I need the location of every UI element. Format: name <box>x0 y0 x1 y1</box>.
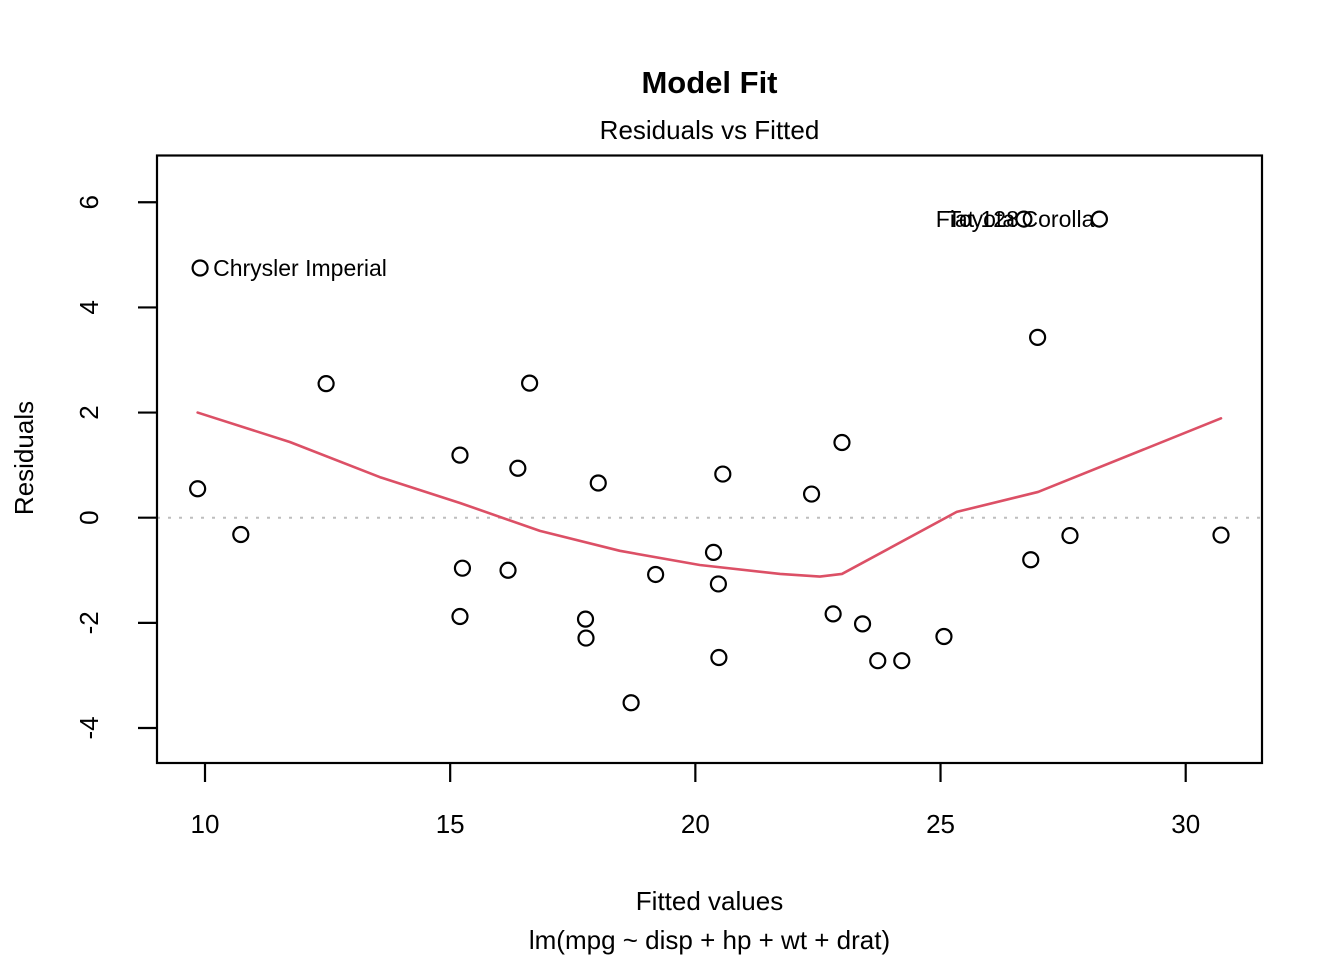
y-tick-label: 4 <box>74 300 104 314</box>
data-point <box>453 559 472 577</box>
data-point <box>232 525 250 544</box>
data-point <box>1212 526 1230 544</box>
data-point <box>499 561 517 579</box>
data-point <box>1061 526 1079 545</box>
y-axis-title: Residuals <box>9 401 39 515</box>
data-point <box>709 575 727 593</box>
data-point <box>576 610 595 628</box>
data-point <box>1090 210 1108 228</box>
data-point <box>710 648 728 667</box>
point-label: Chrysler Imperial <box>213 255 387 281</box>
x-axis-title: Fitted values <box>636 886 783 916</box>
data-point <box>509 459 527 477</box>
x-tick-label: 20 <box>681 809 710 839</box>
data-point <box>714 465 732 483</box>
point-label: Toyota Corolla <box>947 206 1094 232</box>
plot-border <box>155 154 1264 765</box>
y-tick-label: -4 <box>74 716 104 739</box>
data-point <box>451 607 469 626</box>
data-point <box>893 652 911 670</box>
y-tick-label: -2 <box>74 611 104 634</box>
data-point <box>802 485 821 503</box>
data-point <box>577 629 595 647</box>
y-tick-label: 6 <box>74 195 104 209</box>
data-point <box>451 446 469 464</box>
x-tick-label: 25 <box>926 809 955 839</box>
data-point <box>1015 210 1033 228</box>
y-tick-label: 2 <box>74 405 104 419</box>
data-point <box>189 480 207 498</box>
data-point <box>1029 328 1047 346</box>
plot-subtitle: Residuals vs Fitted <box>600 115 820 145</box>
data-point <box>869 652 887 670</box>
lowess-smooth-line <box>196 411 1223 578</box>
x-tick-label: 15 <box>436 809 465 839</box>
data-point <box>191 259 209 277</box>
data-point <box>853 615 872 633</box>
x-tick-label: 10 <box>191 809 220 839</box>
data-point <box>622 694 640 712</box>
point-label: Fiat 128 <box>936 206 1019 232</box>
smooth-line-group <box>196 411 1223 578</box>
data-point <box>833 433 851 452</box>
data-point <box>704 543 723 561</box>
data-point <box>521 374 539 392</box>
data-point <box>824 605 842 623</box>
x-axis-subtitle: lm(mpg ~ disp + hp + wt + drat) <box>529 925 890 955</box>
x-tick-label: 30 <box>1171 809 1200 839</box>
data-point <box>317 375 335 393</box>
data-point <box>1022 551 1040 569</box>
data-point <box>589 474 607 492</box>
data-point <box>935 627 953 646</box>
y-tick-label: 0 <box>74 510 104 524</box>
data-point <box>647 565 665 584</box>
plot-title: Model Fit <box>641 65 777 100</box>
